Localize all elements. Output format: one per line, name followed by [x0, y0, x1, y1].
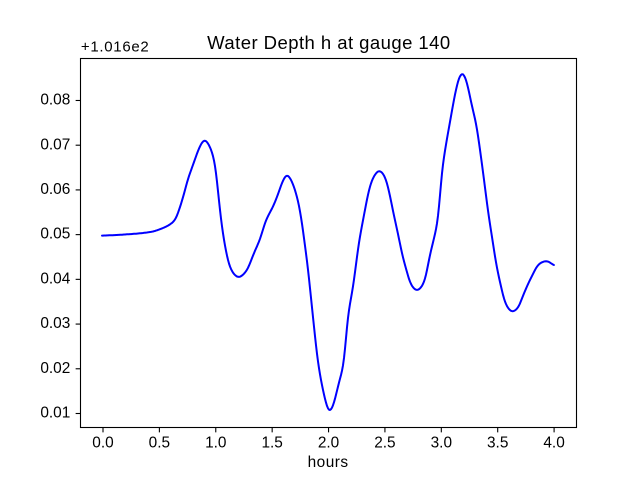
svg-text:0.04: 0.04 — [40, 270, 70, 287]
svg-text:hours: hours — [308, 454, 349, 471]
svg-text:0.01: 0.01 — [40, 405, 70, 422]
svg-text:0.08: 0.08 — [40, 92, 70, 109]
svg-text:2.5: 2.5 — [374, 435, 395, 452]
svg-text:0.07: 0.07 — [40, 136, 70, 153]
svg-text:0.06: 0.06 — [40, 181, 70, 198]
svg-text:+1.016e2: +1.016e2 — [81, 39, 150, 56]
svg-text:3.5: 3.5 — [487, 435, 508, 452]
svg-text:0.03: 0.03 — [40, 315, 70, 332]
svg-text:0.05: 0.05 — [40, 226, 70, 243]
svg-text:3.0: 3.0 — [431, 435, 452, 452]
svg-text:0.5: 0.5 — [149, 435, 170, 452]
svg-text:0.0: 0.0 — [92, 435, 113, 452]
svg-text:4.0: 4.0 — [543, 435, 564, 452]
svg-text:1.5: 1.5 — [261, 435, 282, 452]
svg-text:Water Depth h at gauge 140: Water Depth h at gauge 140 — [207, 32, 450, 53]
svg-text:1.0: 1.0 — [205, 435, 226, 452]
svg-text:0.02: 0.02 — [40, 360, 70, 377]
svg-text:2.0: 2.0 — [318, 435, 339, 452]
